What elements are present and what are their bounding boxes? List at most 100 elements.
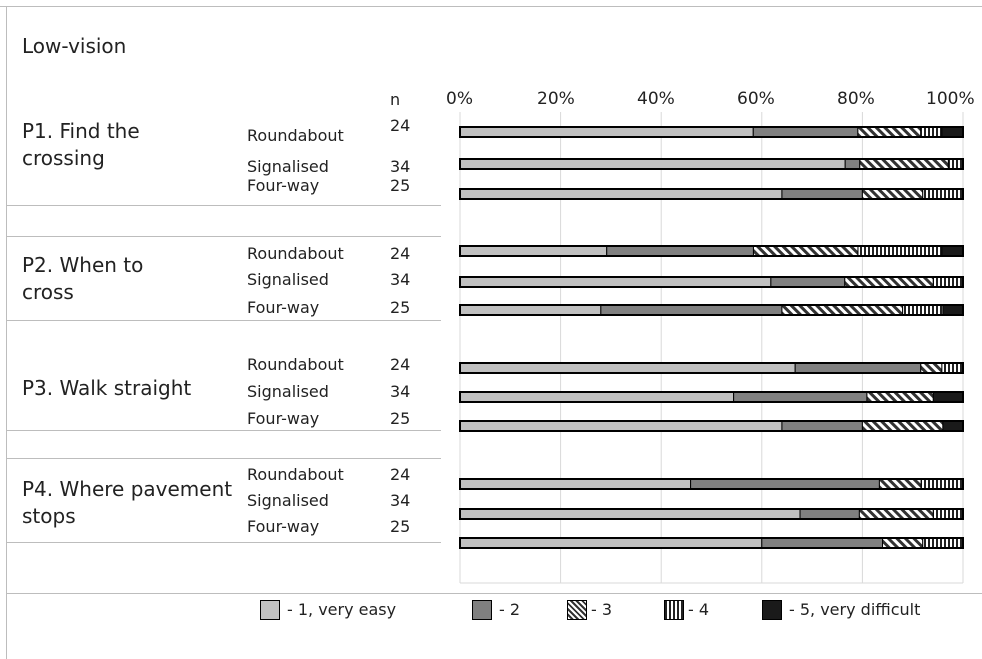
bar-segment-level-1: [459, 478, 692, 490]
bar-segment-level-1: [459, 158, 846, 170]
group-separator: [6, 236, 441, 237]
row-n: 25: [390, 517, 411, 536]
group-separator: [6, 593, 982, 594]
bar-segment-level-2: [794, 362, 922, 374]
bar-outline: [459, 276, 964, 288]
frame-left-line: [6, 6, 7, 659]
bar-segment-level-1: [459, 420, 783, 432]
row-n: 25: [390, 176, 411, 195]
bar-outline: [459, 420, 964, 432]
bar-segment-level-1: [459, 508, 801, 520]
bar-segment-level-2: [690, 478, 880, 490]
row-n: 25: [390, 298, 411, 317]
bar-outline: [459, 188, 964, 200]
row-n: 34: [390, 382, 411, 401]
bar-segment-level-4: [922, 537, 964, 549]
row-category: Roundabout: [247, 126, 344, 145]
group-separator: [6, 430, 441, 431]
bar-segment-level-2: [752, 126, 859, 138]
group-separator: [6, 205, 441, 206]
legend-label-2: - 2: [499, 600, 521, 619]
bar-segment-level-2: [733, 391, 868, 403]
bar-outline: [459, 478, 964, 490]
row-n: 34: [390, 491, 411, 510]
legend-swatch-1: [260, 600, 280, 620]
group-separator: [6, 458, 441, 459]
bar-segment-level-4: [902, 304, 944, 316]
bar-segment-level-2: [606, 245, 754, 257]
row-category: Signalised: [247, 157, 329, 176]
row-category: Roundabout: [247, 355, 344, 374]
bar-segment-level-5: [942, 304, 964, 316]
bar-segment-level-3: [866, 391, 934, 403]
bar-segment-level-1: [459, 537, 763, 549]
bar-segment-level-3: [882, 537, 924, 549]
legend-swatch-3: [567, 600, 587, 620]
bar-segment-level-1: [459, 304, 602, 316]
bar-outline: [459, 391, 964, 403]
bar-segment-level-3: [920, 362, 943, 374]
bar-segment-level-4: [920, 478, 964, 490]
row-category: Four-way: [247, 298, 320, 317]
legend-label-5: - 5, very difficult: [789, 600, 921, 619]
row-category: Roundabout: [247, 244, 344, 263]
bar-segment-level-1: [459, 391, 735, 403]
bar-outline: [459, 126, 964, 138]
legend-swatch-4: [664, 600, 684, 620]
n-column-header: n: [390, 90, 401, 109]
bar-segment-level-3: [857, 126, 922, 138]
bar-segment-level-4: [941, 362, 964, 374]
bar-segment-level-5: [942, 420, 964, 432]
bar-segment-level-3: [861, 420, 944, 432]
group-label-p1: P1. Find the crossing: [22, 119, 140, 170]
bar-segment-level-3: [861, 188, 924, 200]
bar-segment-level-2: [761, 537, 884, 549]
bar-segment-level-2: [770, 276, 846, 288]
legend-label-4: - 4: [688, 600, 710, 619]
bar-segment-level-1: [459, 126, 754, 138]
group-label-p4: P4. Where pavement stops: [22, 477, 233, 528]
bar-segment-level-3: [858, 508, 934, 520]
row-n: 25: [390, 409, 411, 428]
row-category: Signalised: [247, 270, 329, 289]
bar-segment-level-3: [781, 304, 904, 316]
bar-segment-level-3: [859, 158, 949, 170]
bar-segment-level-3: [844, 276, 934, 288]
bar-outline: [459, 508, 964, 520]
group-separator: [6, 542, 441, 543]
row-category: Signalised: [247, 382, 329, 401]
x-tick-40: 40%: [637, 89, 675, 109]
bar-outline: [459, 362, 964, 374]
bar-segment-level-4: [922, 188, 964, 200]
bar-segment-level-3: [752, 245, 859, 257]
x-tick-80: 80%: [837, 89, 875, 109]
legend-label-3: - 3: [591, 600, 613, 619]
row-n: 24: [390, 244, 411, 263]
row-category: Roundabout: [247, 465, 344, 484]
bar-segment-level-2: [781, 188, 863, 200]
group-label-p2: P2. When to cross: [22, 253, 144, 304]
bar-segment-level-5: [941, 245, 964, 257]
row-n: 24: [390, 465, 411, 484]
bar-segment-level-4: [920, 126, 943, 138]
row-n: 34: [390, 157, 411, 176]
legend-label-1: - 1, very easy: [287, 600, 397, 619]
bar-segment-level-1: [459, 362, 796, 374]
legend-swatch-5: [762, 600, 782, 620]
bar-outline: [459, 158, 964, 170]
bar-segment-level-5: [941, 126, 964, 138]
bar-outline: [459, 537, 964, 549]
bar-segment-level-2: [781, 420, 863, 432]
row-category: Signalised: [247, 491, 329, 510]
bar-segment-level-2: [600, 304, 783, 316]
row-n: 24: [390, 116, 411, 135]
bar-segment-level-2: [844, 158, 861, 170]
bar-outline: [459, 245, 964, 257]
row-category: Four-way: [247, 409, 320, 428]
group-separator: [6, 320, 441, 321]
row-n: 34: [390, 270, 411, 289]
panel-title: Low-vision: [22, 34, 127, 58]
row-category: Four-way: [247, 517, 320, 536]
x-tick-60: 60%: [737, 89, 775, 109]
